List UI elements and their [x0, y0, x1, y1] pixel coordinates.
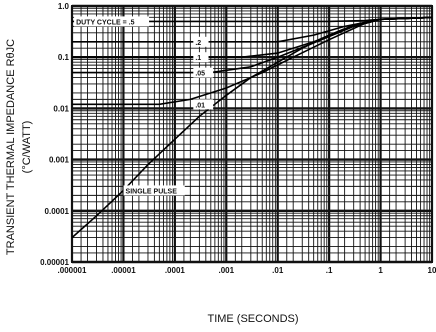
y-tick-label-3: 0.001: [49, 156, 70, 165]
series-label-5: SINGLE PULSE: [126, 188, 178, 195]
x-tick-label-3: .001: [218, 266, 234, 275]
series-labels: DUTY CYCLE = .5 .2 .1 .05 .01 SINGLE PULSE: [74, 16, 214, 196]
x-tick-label-7: 10: [428, 266, 436, 275]
y-tick-label-2: 0.01: [53, 104, 69, 113]
y-tick-label-1: 0.1: [58, 53, 70, 62]
y-axis-title-group: TRANSIENT THERMAL IMPEDANCE RθJC: [5, 39, 17, 255]
tick-labels: .000001 .00001 .0001 .001 .01 .1 1 10 1.0 0.1 0.01…: [40, 2, 436, 275]
series-label-box-3: [193, 67, 214, 78]
series-label-4: .01: [195, 102, 205, 109]
y-tick-label-0: 1.0: [58, 2, 70, 11]
series-label-box-0: [74, 16, 150, 27]
series-label-0: DUTY CYCLE = .5: [76, 19, 135, 26]
series-label-1: .2: [195, 40, 201, 47]
y-tick-label-5: 0.00001: [40, 258, 69, 267]
y-axis-unit-group: (°C/WATT): [21, 121, 33, 174]
x-tick-label-4: .01: [272, 266, 284, 275]
x-tick-label-2: .0001: [165, 266, 186, 275]
series-label-2: .1: [195, 55, 201, 62]
y-axis-unit: (°C/WATT): [21, 121, 33, 174]
series-label-box-2: [193, 52, 209, 63]
plot-frame: [71, 5, 433, 263]
series-label-box-4: [193, 99, 214, 110]
x-tick-label-5: .1: [326, 266, 333, 275]
series-label-box-5: [123, 185, 185, 196]
y-axis-title: TRANSIENT THERMAL IMPEDANCE RθJC: [5, 39, 17, 255]
series-label-3: .05: [195, 71, 205, 78]
x-axis-title: TIME (SECONDS): [207, 313, 298, 325]
x-tick-label-1: .00001: [111, 266, 136, 275]
series-label-box-1: [193, 36, 209, 47]
x-tick-label-0: .000001: [58, 266, 87, 275]
x-tick-label-6: 1: [378, 266, 383, 275]
y-tick-label-4: 0.0001: [45, 207, 70, 216]
